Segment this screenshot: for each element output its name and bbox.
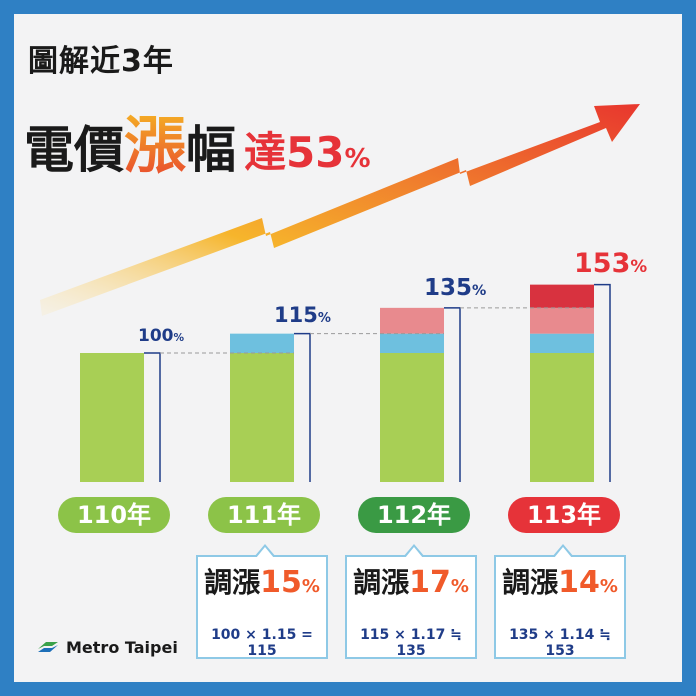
value-bracket [294, 332, 311, 482]
note-card-112: 調漲17% 115 × 1.17 ≒ 135 [345, 544, 477, 659]
value-number: 115 [274, 302, 318, 327]
value-number: 135 [424, 274, 473, 301]
title-rise-label: 達53 [244, 128, 345, 177]
title-word-range: 幅 [186, 121, 237, 179]
note-percent-sign: % [301, 576, 320, 597]
year-pill-111: 111年 [208, 497, 320, 533]
year-pill-110: 110年 [58, 497, 170, 533]
bar-increase-113-segment [530, 284, 594, 308]
bar-increase-111-segment [230, 333, 294, 353]
note-title: 調漲14% [496, 561, 624, 601]
bar-increase-111-segment [530, 333, 594, 353]
value-bracket [594, 283, 611, 482]
note-label: 調漲 [353, 566, 410, 599]
title-word-rise: 漲 [124, 109, 187, 182]
bar-increase-111-segment [380, 333, 444, 353]
value-label: 153% [574, 248, 647, 279]
bar-base-segment [380, 353, 444, 482]
value-number: 153 [574, 247, 631, 279]
note-percent: 15 [260, 565, 302, 600]
bar-increase-112-segment [530, 307, 594, 334]
note-title: 調漲15% [198, 561, 326, 601]
trend-arrow-icon [40, 104, 640, 316]
value-label: 100% [138, 326, 184, 346]
note-title: 調漲17% [347, 561, 475, 601]
year-pill-113: 113年 [508, 497, 620, 533]
title-line-2: 電價漲幅 達53% [24, 95, 371, 185]
title-line-1: 圖解近3年 [28, 44, 174, 79]
bar-base-segment [80, 353, 144, 482]
title-rise-amount: 達53% [244, 128, 371, 177]
value-number: 100 [138, 326, 174, 346]
note-card-113: 調漲14% 135 × 1.14 ≒ 153 [494, 544, 626, 659]
year-pill-112: 112年 [358, 497, 470, 533]
note-percent-sign: % [599, 576, 618, 597]
value-label: 115% [274, 303, 331, 327]
note-percent-sign: % [450, 576, 469, 597]
title-word-price: 電價 [24, 121, 124, 179]
value-bracket [144, 352, 161, 482]
value-bracket [444, 307, 461, 482]
title-rise-pct: % [344, 144, 371, 174]
note-pointer [552, 544, 574, 558]
note-card-111: 調漲15% 100 × 1.15 = 115 [196, 544, 328, 659]
value-percent-sign: % [317, 310, 331, 326]
note-label: 調漲 [502, 566, 559, 599]
note-calculation: 135 × 1.14 ≒ 153 [509, 627, 611, 659]
note-percent: 17 [409, 565, 451, 600]
metro-logo-icon [36, 639, 60, 655]
value-percent-sign: % [630, 255, 648, 276]
note-pointer [403, 544, 425, 558]
note-calculation: 100 × 1.15 = 115 [211, 627, 313, 659]
value-label: 135% [424, 275, 486, 301]
bar-increase-112-segment [380, 307, 444, 334]
note-label: 調漲 [204, 566, 261, 599]
value-percent-sign: % [173, 332, 185, 344]
value-percent-sign: % [472, 282, 487, 299]
bar-base-segment [530, 353, 594, 482]
metro-taipei-logo: Metro Taipei [36, 638, 178, 657]
logo-text: Metro Taipei [66, 638, 178, 657]
note-percent: 14 [558, 565, 600, 600]
bar-base-segment [230, 353, 294, 482]
note-pointer [254, 544, 276, 558]
note-calculation: 115 × 1.17 ≒ 135 [360, 627, 462, 659]
